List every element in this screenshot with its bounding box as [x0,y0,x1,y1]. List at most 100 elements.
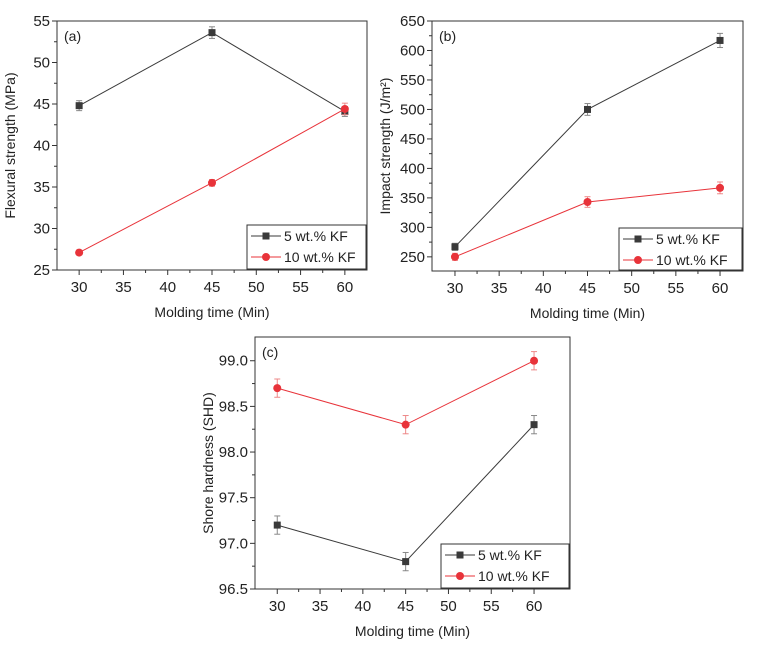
x-tick-label: 55 [483,598,500,615]
y-tick-label: 96.5 [219,581,248,598]
x-tick-label: 35 [312,598,329,615]
y-tick-label: 550 [400,72,425,89]
legend-marker-square [456,551,464,559]
chart-panel-b: 30 35 40 45 50 55 60 250 300 350 400 450 500 550 600 65… [377,13,744,321]
legend-frame [246,224,367,270]
y-tick-label: 300 [400,219,425,236]
chart-panel-c: 30 35 40 45 50 55 60 96.5 97.0 97.5 98.0 98.5 99.0 Mo… [200,336,571,639]
y-tick-label: 35 [33,179,50,196]
legend-marker-square [634,235,642,243]
data-point [273,521,281,529]
data-point [584,105,591,113]
x-tick-label: 50 [623,280,640,297]
y-tick-label: 600 [400,42,425,59]
legend-label: 10 wt.% KF [478,568,550,584]
x-tick-label: 50 [248,279,265,296]
data-point [273,384,282,393]
data-point [451,243,459,251]
panel-label: (c) [262,344,278,360]
y-axis-label: Impact strength (J/m²) [377,78,393,215]
y-tick-label: 350 [400,190,425,207]
y-tick-label: 97.0 [219,535,248,552]
legend-marker-circle [456,572,464,580]
data-point [75,248,84,257]
data-point [716,183,725,192]
y-tick-label: 50 [33,55,50,72]
x-tick-label: 40 [355,598,372,615]
data-point [208,29,216,37]
x-tick-label: 60 [337,279,354,296]
series-5wt [451,32,724,251]
x-tick-label: 60 [712,280,729,297]
x-axis-label: Molding time (Min) [154,304,269,320]
legend-marker-circle [262,253,270,261]
x-tick-label: 35 [115,279,132,296]
series-10wt [450,181,725,261]
x-tick-label: 50 [440,598,457,615]
data-point [340,104,349,113]
x-tick-label: 30 [71,279,88,296]
legend: 5 wt.% KF 10 wt.% KF [618,227,743,271]
data-point [75,102,83,110]
y-tick-label: 40 [33,138,50,155]
y-tick-label: 45 [33,96,50,113]
y-tick-label: 650 [400,13,425,30]
series-line [454,40,721,248]
y-axis-label: Shore hardness (SHD) [200,392,216,534]
y-tick-label: 98.5 [219,398,248,415]
chart-panel-a: 30 35 40 45 50 55 60 25 30 35 40 45 50 55 Molding time… [2,13,368,320]
data-point [583,198,592,207]
x-tick-label: 45 [204,279,221,296]
legend-label: 5 wt.% KF [478,547,542,563]
data-point [530,421,538,429]
series-5wt [273,415,538,572]
y-tick-label: 99.0 [219,353,248,370]
panel-label: (a) [64,28,81,44]
y-tick-label: 55 [33,13,50,30]
x-tick-label: 30 [269,598,286,615]
legend-label: 10 wt.% KF [656,252,728,268]
panel-label: (b) [439,28,456,44]
legend-frame [440,543,570,589]
data-point [716,36,724,44]
legend-marker-square [262,232,270,240]
x-tick-label: 45 [397,598,414,615]
y-tick-label: 450 [400,131,425,148]
x-axis-label: Molding time (Min) [530,305,645,321]
y-tick-label: 25 [33,262,50,279]
legend-label: 5 wt.% KF [284,228,348,244]
x-tick-label: 55 [292,279,309,296]
y-tick-label: 98.0 [219,444,248,461]
legend-marker-circle [634,256,642,264]
series-5wt [75,26,349,117]
data-point [208,178,216,187]
data-point [402,558,410,566]
x-tick-label: 40 [535,280,552,297]
y-axis-label: Flexural strength (MPa) [2,72,18,218]
legend: 5 wt.% KF 10 wt.% KF [246,224,367,270]
x-tick-label: 45 [579,280,596,297]
y-tick-label: 97.5 [219,490,248,507]
y-tick-label: 30 [33,221,50,238]
data-point [530,356,539,365]
y-tick-label: 250 [400,249,425,266]
legend-label: 10 wt.% KF [284,249,356,265]
series-line [78,32,346,112]
series-10wt [75,102,349,257]
x-tick-label: 40 [159,279,176,296]
y-tick-label: 400 [400,160,425,177]
legend: 5 wt.% KF 10 wt.% KF [440,543,570,589]
x-tick-label: 55 [668,280,685,297]
x-tick-label: 60 [526,598,543,615]
x-tick-label: 30 [447,280,464,297]
series-line [277,424,535,563]
series-10wt [273,351,539,435]
data-point [401,420,410,429]
x-axis-label: Molding time (Min) [355,623,470,639]
x-tick-label: 35 [491,280,508,297]
data-point [450,252,459,261]
legend-label: 5 wt.% KF [656,231,720,247]
y-tick-label: 500 [400,101,425,118]
plot-frame [254,336,571,590]
